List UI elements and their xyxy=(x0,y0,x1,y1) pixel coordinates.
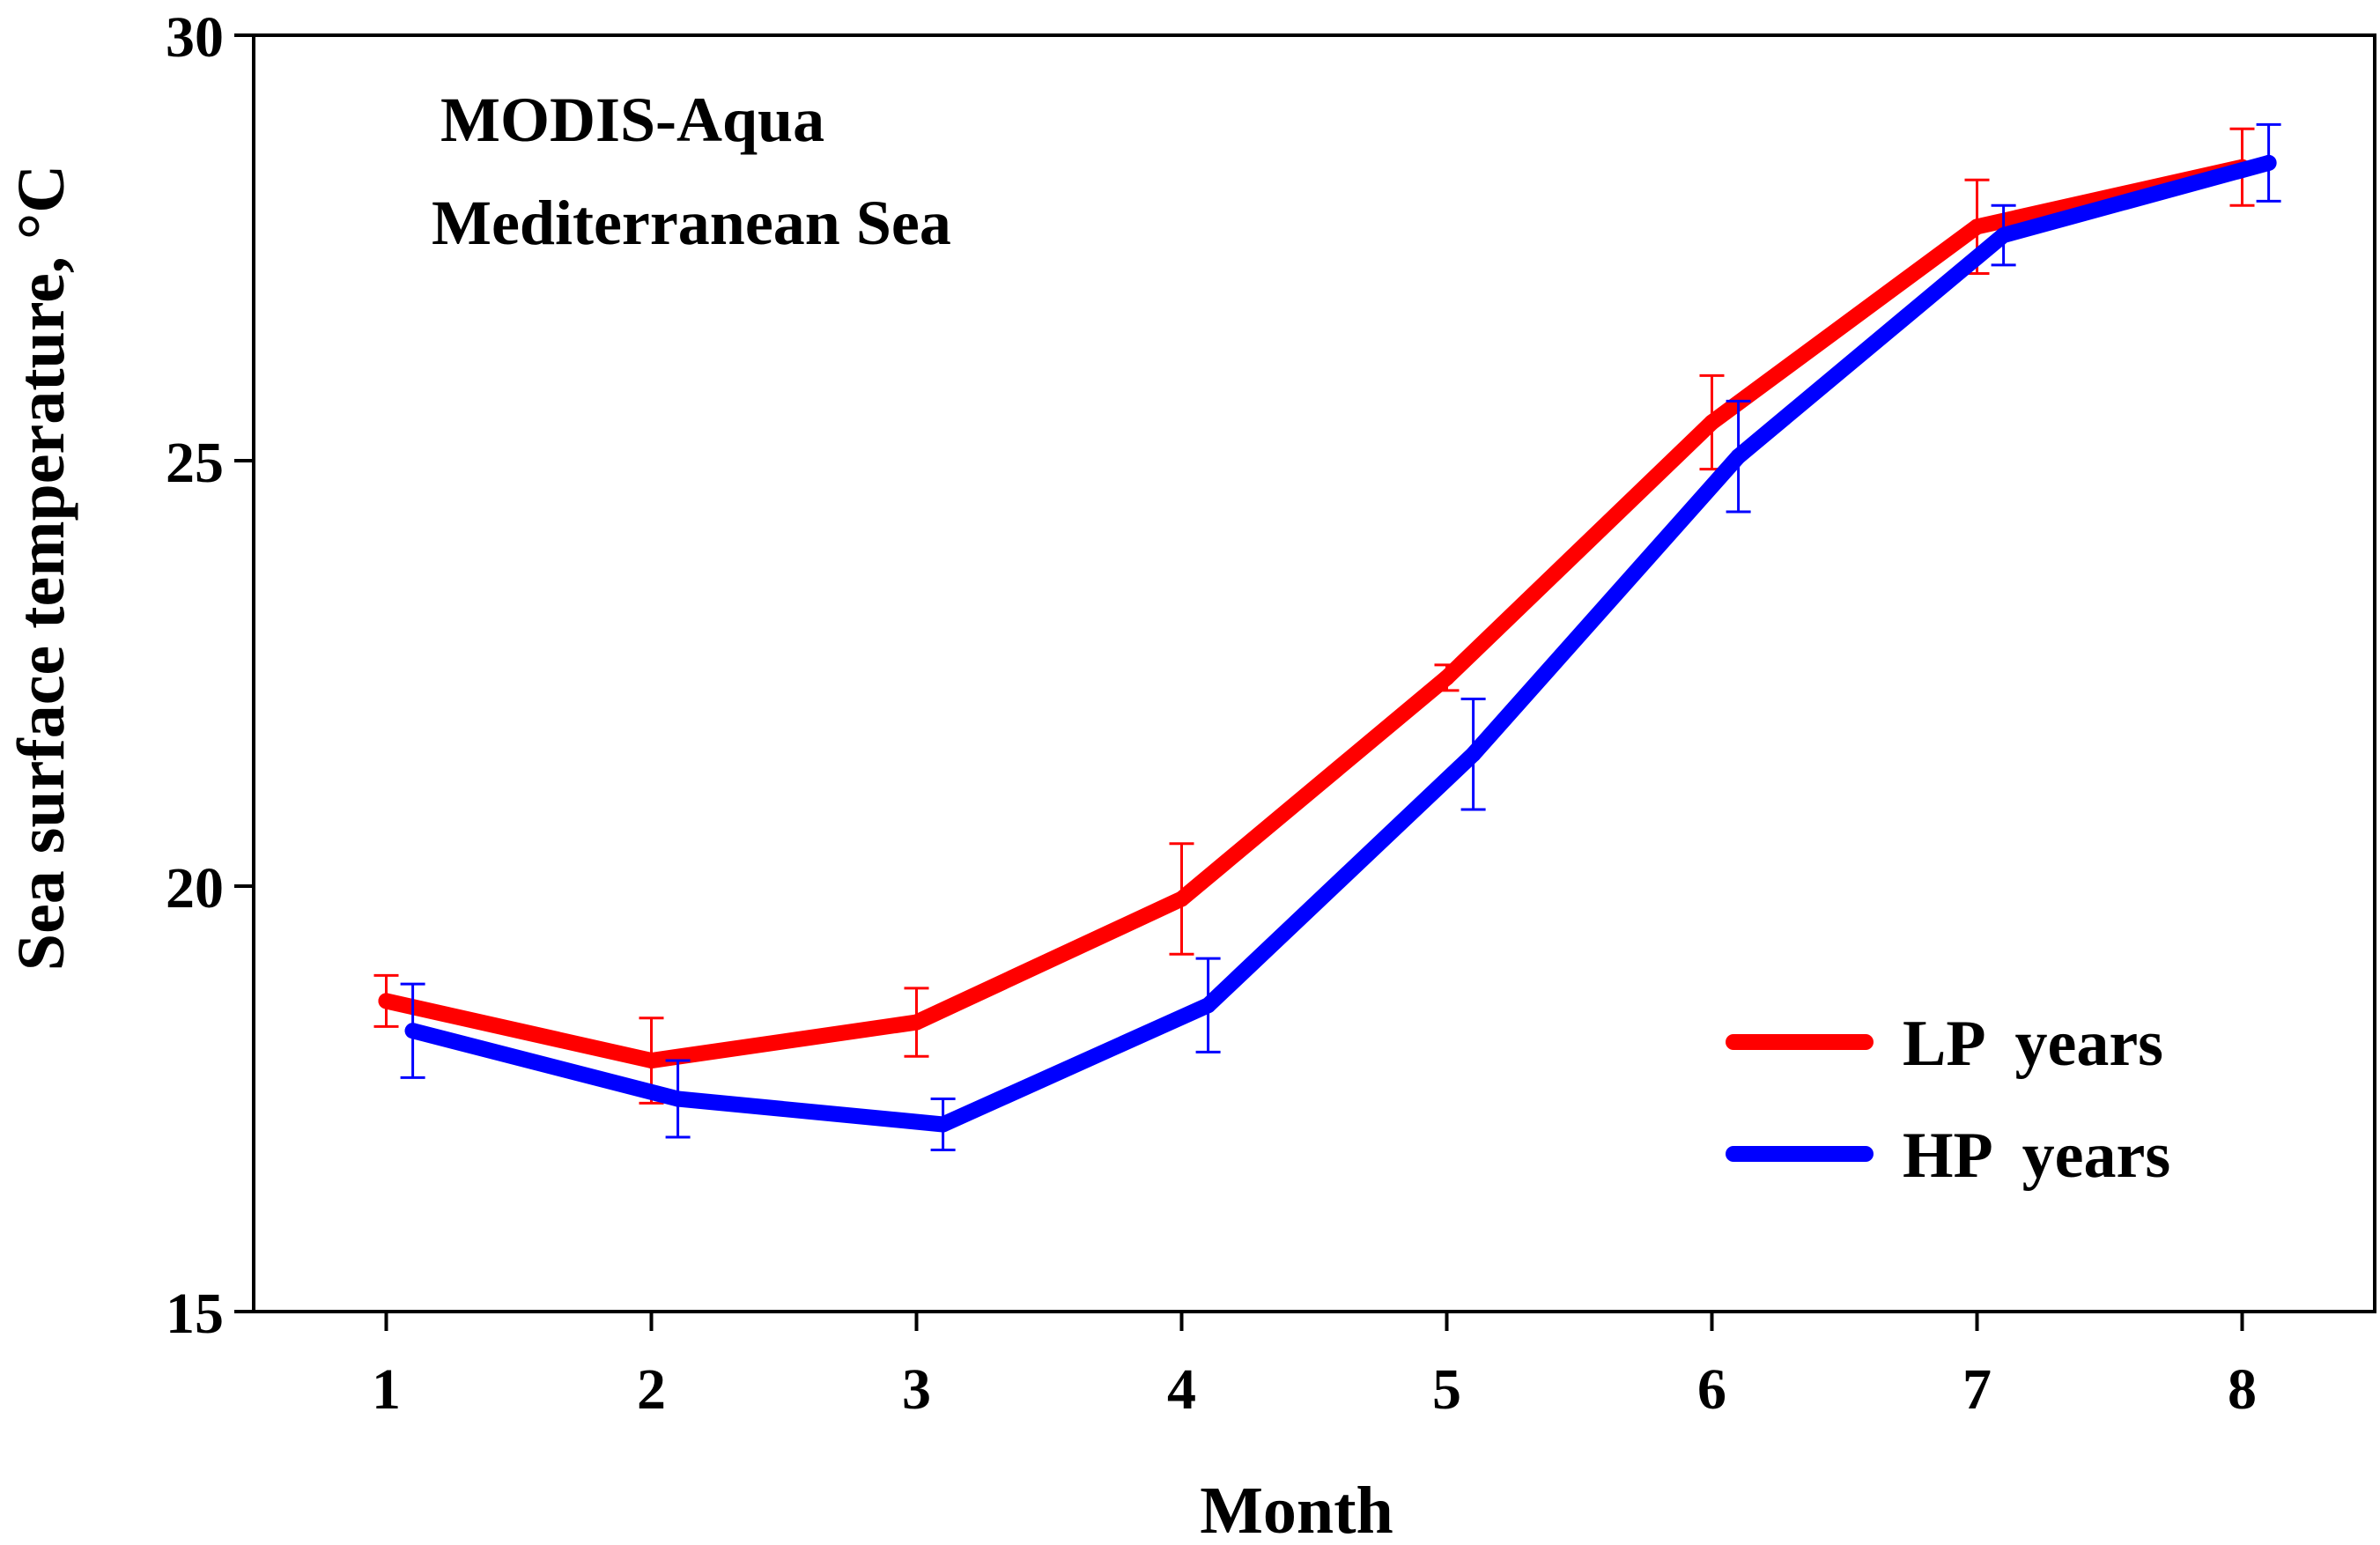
x-tick-label: 6 xyxy=(1697,1357,1726,1422)
series-line xyxy=(378,159,2251,1069)
x-tick-label: 5 xyxy=(1432,1357,1461,1422)
data-point xyxy=(669,1090,686,1107)
data-point xyxy=(1704,414,1720,431)
data-point xyxy=(2260,154,2277,171)
data-point xyxy=(1969,218,1985,235)
y-tick-label: 20 xyxy=(166,856,224,920)
x-tick-label: 2 xyxy=(637,1357,666,1422)
data-point xyxy=(404,1023,421,1039)
data-point xyxy=(1173,891,1190,907)
data-point xyxy=(1730,448,1747,465)
data-point xyxy=(378,993,395,1009)
plot-frame xyxy=(252,33,2376,1313)
data-point xyxy=(1438,669,1455,686)
data-point xyxy=(643,1053,660,1069)
y-tick-label: 25 xyxy=(166,431,224,495)
x-axis-label: Month xyxy=(1200,1474,1393,1541)
x-tick-label: 3 xyxy=(902,1357,931,1422)
data-point xyxy=(908,1014,925,1031)
y-tick-label: 15 xyxy=(166,1282,224,1346)
x-tick-label: 1 xyxy=(372,1357,401,1422)
data-point xyxy=(1200,997,1216,1014)
x-tick-label: 8 xyxy=(2228,1357,2257,1422)
chart-title: MODIS-Aqua xyxy=(440,85,824,155)
y-axis-unit: °C xyxy=(4,165,78,240)
x-tick-label: 7 xyxy=(1962,1357,1992,1422)
legend-label: LP years xyxy=(1903,1008,2163,1080)
x-tick-label: 4 xyxy=(1167,1357,1196,1422)
legend-label: HP years xyxy=(1903,1120,2170,1192)
data-point xyxy=(1995,227,2012,244)
y-axis-label: Sea surface temperature, °C xyxy=(4,165,78,971)
data-point xyxy=(935,1116,951,1133)
y-tick-label: 30 xyxy=(166,5,224,70)
chart-subtitle: Mediterranean Sea xyxy=(432,188,951,258)
series-line xyxy=(404,154,2277,1133)
data-point xyxy=(1465,746,1482,763)
